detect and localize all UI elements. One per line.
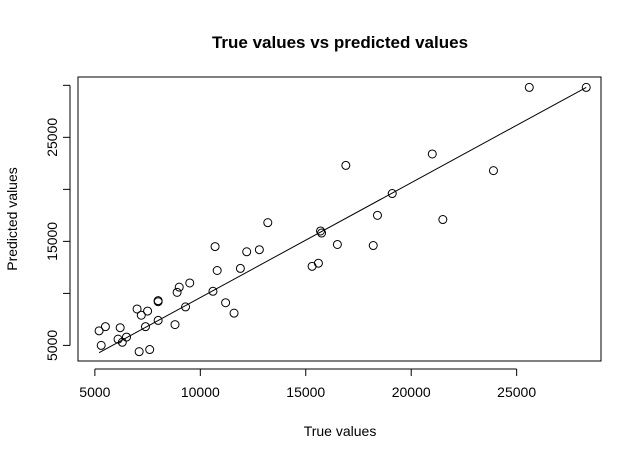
data-point (100, 322, 110, 332)
data-point (235, 263, 245, 273)
data-point (115, 323, 125, 333)
data-point (143, 306, 153, 316)
data-point (372, 210, 382, 220)
data-point (524, 82, 534, 92)
data-point (185, 278, 195, 288)
data-point (210, 242, 220, 252)
regression-line (98, 86, 587, 354)
data-point (221, 298, 231, 308)
x-axis-label: True values (304, 423, 377, 439)
data-points (94, 82, 591, 357)
data-point (140, 322, 150, 332)
data-point (427, 149, 437, 159)
y-axis-label: Predicted values (4, 167, 20, 271)
y-tick-label: 15000 (44, 222, 60, 261)
data-point (122, 332, 132, 342)
data-point (438, 215, 448, 225)
data-point (341, 160, 351, 170)
data-point (212, 265, 222, 275)
plot-frame (77, 76, 602, 362)
data-point (145, 345, 155, 355)
x-tick-label: 5000 (79, 384, 110, 400)
data-point (208, 286, 218, 296)
regression-line-layer (98, 86, 587, 354)
data-point (368, 241, 378, 251)
data-point (488, 166, 498, 176)
y-tick-label: 5000 (44, 330, 60, 361)
data-point (174, 282, 184, 292)
x-tick-label: 10000 (181, 384, 220, 400)
data-point (242, 247, 252, 257)
data-point (94, 326, 104, 336)
data-point (387, 189, 397, 199)
data-point (254, 245, 264, 255)
data-point (263, 218, 273, 228)
x-axis: 5000 10000 15000 20000 25000 (79, 368, 536, 400)
x-tick-label: 20000 (392, 384, 431, 400)
data-point (229, 308, 239, 318)
chart-title: True values vs predicted values (212, 33, 468, 52)
data-point (316, 226, 326, 236)
y-tick-label: 25000 (44, 118, 60, 157)
data-point (332, 239, 342, 249)
data-point (172, 287, 182, 297)
data-point (581, 82, 591, 92)
data-point (181, 302, 191, 312)
data-point (153, 296, 163, 306)
x-tick-label: 25000 (497, 384, 536, 400)
data-point (153, 315, 163, 325)
data-point (132, 304, 142, 314)
data-point (96, 340, 106, 350)
data-point (313, 258, 323, 268)
data-point (134, 347, 144, 357)
x-tick-label: 15000 (286, 384, 325, 400)
data-point (170, 320, 180, 330)
data-point (136, 310, 146, 320)
y-axis: 5000 15000 25000 (44, 84, 71, 361)
data-point (317, 228, 327, 238)
